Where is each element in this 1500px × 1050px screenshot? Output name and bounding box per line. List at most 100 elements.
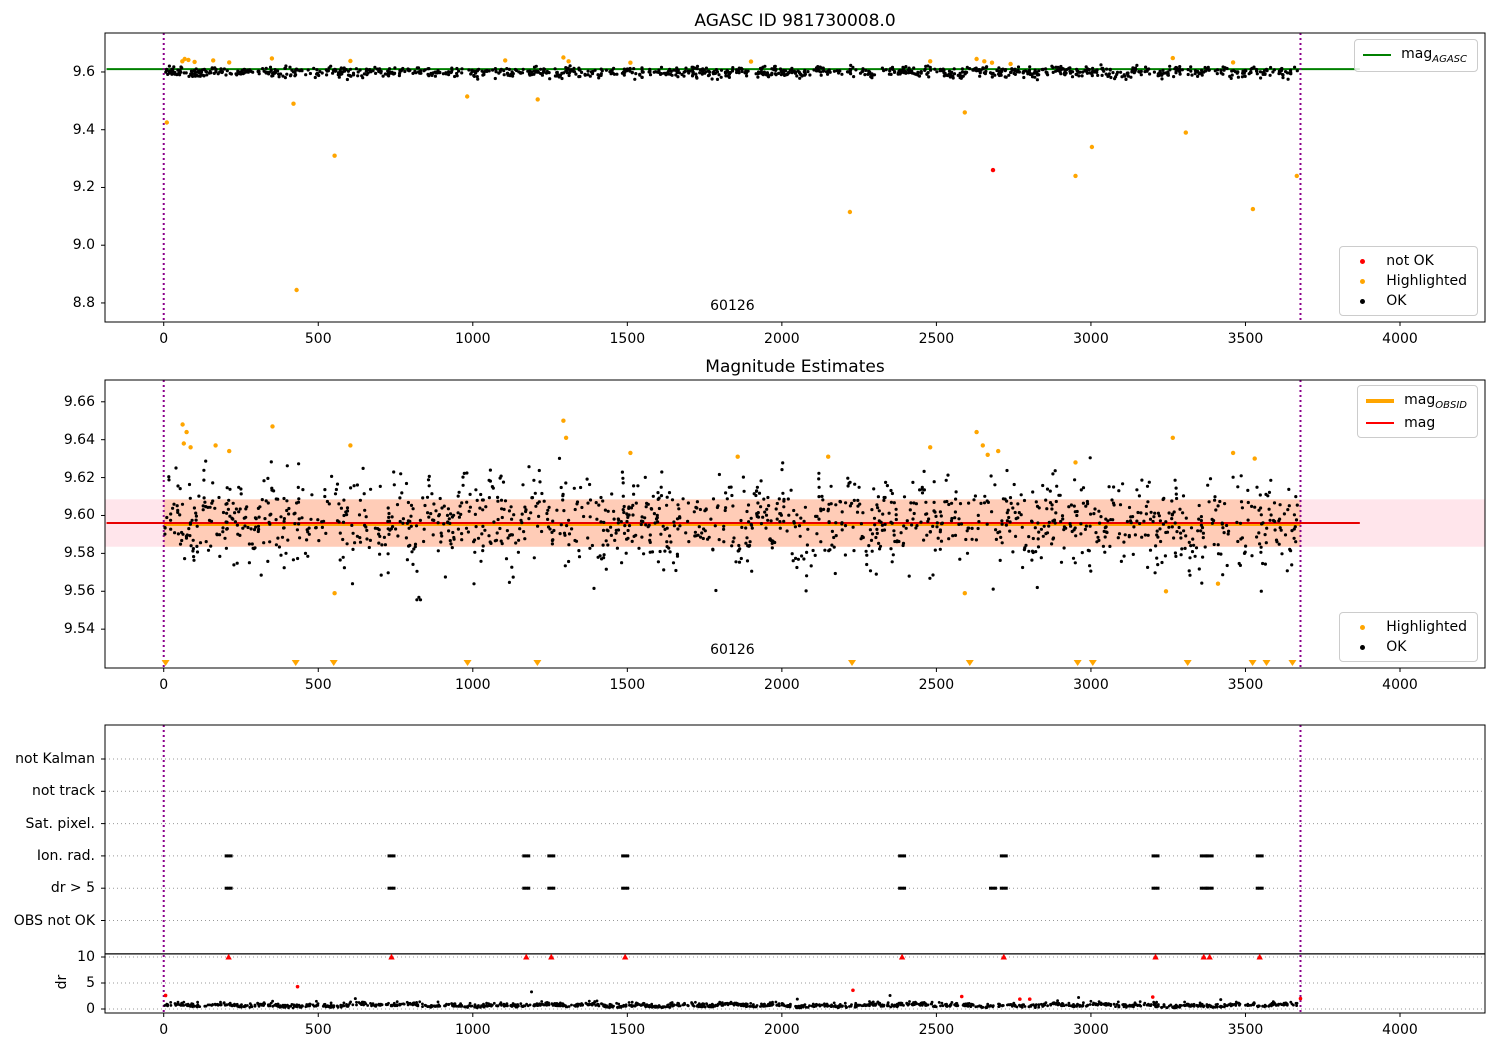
axes-border: [104, 724, 1486, 1014]
axes-border: [104, 32, 1486, 323]
x-tick-label: 3500: [1227, 677, 1264, 693]
x-tick-label: 1500: [609, 1022, 646, 1038]
x-tick-label: 4000: [1382, 677, 1418, 693]
x-tick-label: 1000: [454, 677, 491, 693]
ion-rad-flags: [224, 854, 1264, 858]
dr-points: [163, 999, 1299, 1010]
y-tick-label: 9.56: [63, 583, 95, 600]
x-tick-label: 1000: [454, 1022, 491, 1038]
legend-label: not OK: [1386, 253, 1434, 269]
legend-label: Highlighted: [1386, 619, 1467, 635]
category-label: OBS not OK: [13, 912, 95, 929]
x-tick-label: 1500: [609, 331, 646, 347]
clipped-low-triangles: [161, 660, 1297, 666]
x-tick-label: 500: [304, 677, 332, 693]
obsid-label: 60126: [710, 641, 755, 658]
legend-label-subscript: AGASC: [1432, 53, 1467, 65]
x-tick-label: 500: [304, 1022, 332, 1038]
y-tick-label: 9.60: [63, 507, 95, 524]
legend-mag-lines: magOBSID mag: [1357, 385, 1478, 438]
y-tick-label: 8.8: [72, 294, 95, 311]
x-tick-label: 2500: [918, 1022, 955, 1038]
x-tick-label: 3500: [1227, 1022, 1264, 1038]
dr-tick-label: 5: [86, 975, 95, 991]
legend-label: OK: [1386, 639, 1406, 655]
legend-label: magOBSID: [1404, 392, 1467, 411]
legend-label-text: mag: [1404, 414, 1436, 431]
plot-area-middle: [101, 379, 1486, 672]
x-axis-ticks: [163, 668, 1401, 672]
y-tick-label: 9.54: [63, 621, 95, 638]
legend-item: OK: [1346, 637, 1468, 657]
line-swatch: [1363, 54, 1392, 57]
legend-dot-icon: [1347, 278, 1377, 284]
x-axis-ticks: [163, 322, 1401, 326]
dot-swatch: [1359, 298, 1365, 304]
x-tick-label: 0: [159, 1022, 169, 1038]
category-label: not track: [31, 783, 95, 800]
legend-dot-icon: [1347, 258, 1377, 264]
legend-status-middle: Highlighted OK: [1339, 612, 1478, 662]
dot-swatch: [1359, 624, 1365, 630]
ok-points: [164, 63, 1299, 82]
legend-dot-icon: [1347, 644, 1377, 650]
x-tick-label: 3000: [1073, 331, 1109, 347]
category-label: dr > 5: [50, 880, 95, 897]
category-label: Sat. pixel.: [25, 815, 95, 832]
obsid-range-vlines: [162, 380, 1302, 668]
y-axis-ticks: [101, 401, 105, 630]
legend-item: magOBSID: [1364, 390, 1468, 413]
obsid-range-vlines: [162, 33, 1302, 322]
legend-label-subscript: OBSID: [1435, 399, 1467, 411]
y-tick-label: 9.58: [63, 545, 95, 562]
ok-points: [163, 456, 1299, 602]
y-axis-ticks: [101, 71, 105, 304]
x-tick-label: 4000: [1382, 331, 1418, 347]
legend-item: magAGASC: [1361, 44, 1468, 67]
dr-axis-label: dr: [54, 974, 70, 990]
y-tick-label: 9.0: [72, 237, 95, 254]
y-tick-label: 9.66: [63, 393, 95, 410]
y-tick-label: 9.4: [72, 121, 95, 138]
legend-label-text: not OK: [1386, 253, 1434, 269]
legend-line-icon: [1365, 421, 1395, 424]
x-tick-label: 1500: [609, 677, 646, 693]
axes-border: [104, 379, 1486, 669]
y-tick-label: 9.62: [63, 469, 95, 486]
legend-line-icon: [1362, 54, 1392, 57]
line-swatch: [1366, 399, 1395, 404]
legend-item: not OK: [1346, 251, 1468, 271]
legend-mag-agasc: magAGASC: [1354, 39, 1478, 72]
highlighted-points: [164, 55, 1300, 293]
dot-swatch: [1359, 258, 1365, 264]
legend-line-icon: [1365, 399, 1395, 404]
dr-black-outliers: [353, 990, 1223, 1002]
y-tick-label: 9.64: [63, 431, 95, 448]
top-chart-title: AGASC ID 981730008.0: [694, 11, 896, 31]
dotted-gridlines: [101, 758, 1485, 1010]
legend-item: mag: [1364, 413, 1468, 433]
x-tick-label: 0: [159, 331, 169, 347]
plot-area-bottom: [101, 724, 1486, 1017]
obsid-label: 60126: [710, 297, 755, 314]
x-tick-label: 2500: [918, 331, 955, 347]
legend-label-text: mag: [1401, 46, 1433, 62]
legend-label: Highlighted: [1386, 273, 1467, 289]
x-tick-label: 0: [159, 677, 169, 693]
obsid-range-vlines: [162, 725, 1302, 1013]
legend-label: OK: [1386, 293, 1406, 309]
plot-area-top: [101, 32, 1486, 326]
legend-label-text: Highlighted: [1386, 273, 1467, 289]
legend-dot-icon: [1347, 624, 1377, 630]
x-tick-label: 3500: [1227, 331, 1264, 347]
legend-label: mag: [1404, 415, 1435, 431]
legend-label-text: OK: [1386, 639, 1407, 655]
line-swatch: [1366, 421, 1395, 424]
dr-gt-5-flags: [224, 886, 1264, 890]
legend-item: OK: [1346, 291, 1468, 311]
x-tick-label: 3000: [1073, 677, 1109, 693]
legend-dot-icon: [1347, 298, 1377, 304]
x-tick-label: 500: [304, 331, 332, 347]
dr-tick-label: 10: [77, 949, 95, 965]
